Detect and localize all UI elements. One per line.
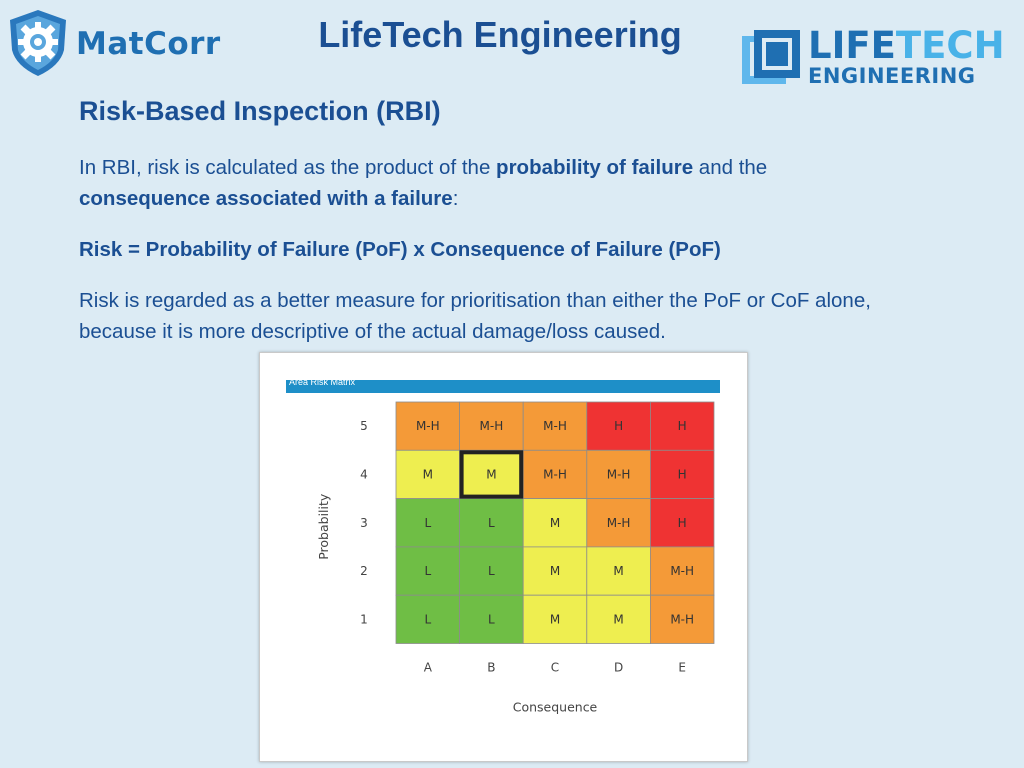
- x-tick-label: E: [678, 661, 686, 675]
- y-tick-label: 3: [360, 516, 368, 530]
- matrix-title-banner: [286, 380, 720, 393]
- lifetech-logo-line2: ENGINEERING: [808, 64, 976, 88]
- matrix-cell: [522, 449, 588, 500]
- matrix-cell: [522, 401, 588, 451]
- matrix-cell: [395, 449, 460, 500]
- matrix-cell: [586, 546, 651, 596]
- matrix-cell: [522, 594, 588, 644]
- matrix-cell-label: M-H: [670, 564, 694, 578]
- matrix-cell-label: L: [488, 564, 495, 578]
- matrix-cell-label: M: [613, 612, 623, 626]
- layered-square-icon: [742, 30, 800, 84]
- matrix-title: Area Risk Matrix: [289, 377, 356, 387]
- matrix-cell-label: L: [424, 516, 431, 530]
- matrix-cell: [586, 594, 651, 644]
- risk-matrix-chart: Area Risk Matrix M-H M-H M-H H H M M M-H M-H H L L M M…: [286, 377, 720, 715]
- section-heading: Risk-Based Inspection (RBI): [79, 96, 441, 126]
- gear-shield-icon: [10, 10, 66, 76]
- x-tick-label: D: [614, 661, 623, 675]
- matcorr-logo: MatCorr: [6, 8, 238, 78]
- matrix-cell-label: M-H: [416, 419, 440, 433]
- y-tick-label: 1: [360, 612, 368, 626]
- lifetech-logo-line1: LIFETECH: [808, 24, 1005, 67]
- matrix-cell: [522, 498, 588, 548]
- matrix-cell: [649, 594, 715, 644]
- matrix-cell-label: M-H: [607, 467, 631, 481]
- page-title: LifeTech Engineering: [318, 14, 682, 55]
- matrix-cell-label: M: [550, 612, 560, 626]
- x-tick-label: B: [487, 661, 495, 675]
- matrix-cell-label: H: [678, 467, 687, 481]
- matrix-cell: [395, 401, 460, 451]
- matcorr-logo-text: MatCorr: [76, 26, 221, 62]
- matrix-cell-label: M-H: [670, 612, 694, 626]
- matrix-cell: [649, 498, 715, 548]
- matrix-cell-label: M-H: [607, 516, 631, 530]
- x-axis-label: Consequence: [513, 700, 598, 715]
- matrix-cell: [649, 401, 715, 451]
- matrix-cell-label: M: [550, 516, 560, 530]
- matrix-cell: [395, 594, 460, 644]
- highlighted-cell-outline: [459, 450, 524, 499]
- risk-formula: Risk = Probability of Failure (PoF) x Co…: [79, 238, 721, 261]
- matrix-cell: [459, 449, 524, 500]
- matrix-cell-label: H: [678, 419, 687, 433]
- matrix-cell: [649, 449, 715, 500]
- x-tick-label: C: [551, 661, 559, 675]
- matrix-cell-label: M-H: [480, 419, 504, 433]
- risk-matrix-figure: Area Risk Matrix M-H M-H M-H H H M M M-H M-H H L L M M…: [259, 352, 748, 762]
- pof-emphasis: probability of failure: [496, 156, 694, 179]
- lifetech-logo: LIFETECH ENGINEERING: [740, 24, 1005, 88]
- matrix-cell: [586, 449, 651, 500]
- y-tick-label: 2: [360, 564, 368, 578]
- intro-paragraph: In RBI, risk is calculated as the produc…: [79, 156, 768, 210]
- matrix-cell: [586, 401, 651, 451]
- matrix-cell: [522, 546, 588, 596]
- matrix-cell-label: L: [424, 612, 431, 626]
- matrix-cell-label: M-H: [543, 467, 567, 481]
- matrix-cell: [459, 401, 524, 451]
- y-tick-label: 5: [360, 419, 368, 433]
- x-tick-label: A: [424, 661, 433, 675]
- matrix-cell-label: M: [613, 564, 623, 578]
- y-axis-label: Probability: [316, 493, 331, 560]
- consequence-emphasis: consequence associated with a failure: [79, 187, 453, 210]
- matrix-cell-label: M-H: [543, 419, 567, 433]
- matrix-cell: [459, 594, 524, 644]
- matrix-cell-label: M: [550, 564, 560, 578]
- matrix-cell: [586, 498, 651, 548]
- matrix-cell-label: H: [678, 516, 687, 530]
- risk-explanation-paragraph: Risk is regarded as a better measure for…: [79, 289, 871, 343]
- matrix-cell-label: M: [486, 467, 496, 481]
- matrix-cell-label: H: [614, 419, 623, 433]
- y-tick-label: 4: [360, 467, 368, 481]
- matrix-cell: [459, 498, 524, 548]
- matrix-cell-label: M: [423, 467, 433, 481]
- matrix-cell-label: L: [424, 564, 431, 578]
- matrix-cell-label: L: [488, 612, 495, 626]
- matrix-cell-label: L: [488, 516, 495, 530]
